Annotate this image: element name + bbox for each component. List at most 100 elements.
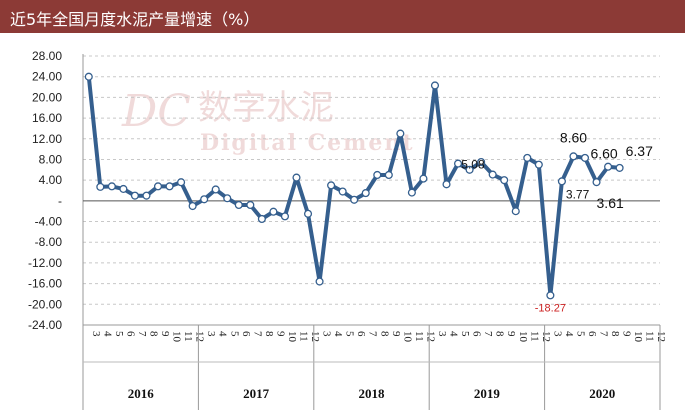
data-point (338, 187, 347, 196)
data-point (303, 209, 313, 218)
x-tick-label: 5 (344, 331, 356, 337)
data-point (373, 170, 382, 180)
x-tick-label: 3 (436, 331, 448, 337)
data-point (488, 170, 497, 179)
data-point (430, 81, 440, 90)
data-point (280, 212, 290, 221)
data-point (453, 159, 463, 168)
x-tick-label: 5 (228, 331, 240, 337)
x-tick-label: 6 (124, 331, 136, 337)
data-label: 5.08 (461, 158, 485, 172)
x-tick-label: 9 (505, 331, 517, 337)
y-tick-label: -24.00 (28, 318, 62, 332)
y-tick-label: 28.00 (32, 49, 62, 63)
data-point (165, 182, 174, 191)
data-point (246, 200, 255, 210)
series-line (84, 72, 624, 300)
data-point (615, 163, 624, 172)
year-label: 2018 (359, 386, 386, 401)
watermark: DC 数字水泥 Digital Cement (121, 86, 415, 156)
data-point (361, 189, 370, 198)
y-tick-label: - (58, 194, 62, 208)
x-tick-label: 5 (459, 331, 471, 337)
x-tick-label: 11 (182, 331, 194, 342)
data-point (500, 176, 509, 185)
data-point (96, 182, 105, 191)
x-tick-label: 5 (574, 331, 586, 337)
data-point (580, 153, 590, 162)
x-tick-label: 7 (598, 331, 610, 337)
x-tick-label: 9 (621, 331, 633, 337)
data-point (177, 178, 186, 187)
data-point (107, 182, 116, 191)
data-point (188, 201, 197, 211)
y-tick-label: -12.00 (28, 256, 62, 270)
data-point (223, 194, 232, 203)
chart-title-bar: 近5年全国月度水泥产量增速（%） (0, 0, 685, 33)
x-tick-label: 11 (413, 331, 425, 342)
data-point (350, 195, 359, 204)
data-point (534, 160, 543, 169)
year-label: 2019 (474, 386, 501, 401)
watermark-en: Digital Cement (200, 130, 415, 156)
x-axis: 3 4 5 6 7 8 9 10 11 12 3 4 5 6 7 8 9 10 11 12 3 4 5 6 7 8 9 10 11 12 3… (82, 200, 667, 410)
data-point (200, 195, 209, 204)
data-labels: 5.08 -18.27 3.77 8.60 3.61 6.60 6.37 (461, 129, 653, 314)
data-point (407, 188, 416, 197)
x-tick-label: 6 (240, 331, 252, 337)
x-tick-label: 8 (263, 331, 275, 337)
data-point (557, 177, 566, 186)
x-tick-label: 6 (586, 331, 598, 337)
data-point (384, 170, 393, 180)
x-tick-label: 11 (297, 331, 309, 342)
year-label: 2016 (128, 386, 155, 401)
data-point (142, 191, 151, 200)
x-tick-label: 4 (563, 331, 575, 337)
x-tick-label: 3 (321, 331, 333, 337)
x-tick-label: 11 (644, 331, 656, 342)
y-axis: 28.00 24.00 20.00 16.00 12.00 8.00 4.00 - -4.00 -… (28, 49, 84, 332)
data-point (119, 184, 128, 193)
y-tick-label: 16.00 (32, 111, 62, 125)
x-tick-label: 10 (632, 331, 644, 343)
data-point (396, 129, 405, 138)
data-point (477, 157, 486, 167)
data-point (234, 200, 243, 210)
x-tick-label: 9 (390, 331, 402, 337)
x-tick-label: 9 (159, 331, 171, 337)
data-label: 6.37 (626, 143, 653, 159)
x-tick-label: 12 (194, 331, 206, 342)
x-tick-label: 10 (286, 331, 298, 343)
x-tick-label: 8 (609, 331, 621, 337)
y-tick-label: 12.00 (32, 132, 62, 146)
data-point (130, 191, 139, 200)
x-tick-label: 8 (378, 331, 390, 337)
x-tick-label: 3 (551, 331, 563, 337)
y-tick-label: -8.00 (35, 235, 63, 249)
x-tick-label: 7 (251, 331, 263, 337)
x-tick-label: 12 (540, 331, 552, 342)
data-point (511, 207, 520, 216)
watermark-logo: DC (121, 86, 191, 137)
chart-title: 近5年全国月度水泥产量增速（%） (10, 10, 260, 29)
data-point (327, 181, 336, 190)
x-tick-label: 7 (136, 331, 148, 337)
x-tick-label: 8 (147, 331, 159, 337)
data-point (84, 72, 93, 81)
x-tick-label: 11 (528, 331, 540, 342)
x-tick-label: 4 (217, 331, 229, 337)
x-tick-label: 12 (424, 331, 436, 342)
data-label: 3.77 (566, 187, 590, 201)
data-point (315, 277, 324, 286)
data-point (442, 180, 451, 189)
watermark-cn: 数字水泥 (198, 88, 334, 128)
x-tick-label: 3 (90, 331, 102, 337)
data-point (419, 174, 428, 183)
data-point (153, 182, 163, 191)
y-tick-label: 8.00 (39, 152, 63, 166)
data-point (257, 214, 266, 224)
x-tick-label: 6 (471, 331, 483, 337)
x-tick-label: 10 (401, 331, 413, 343)
data-label: 8.60 (560, 129, 587, 145)
data-label: -18.27 (535, 302, 566, 314)
